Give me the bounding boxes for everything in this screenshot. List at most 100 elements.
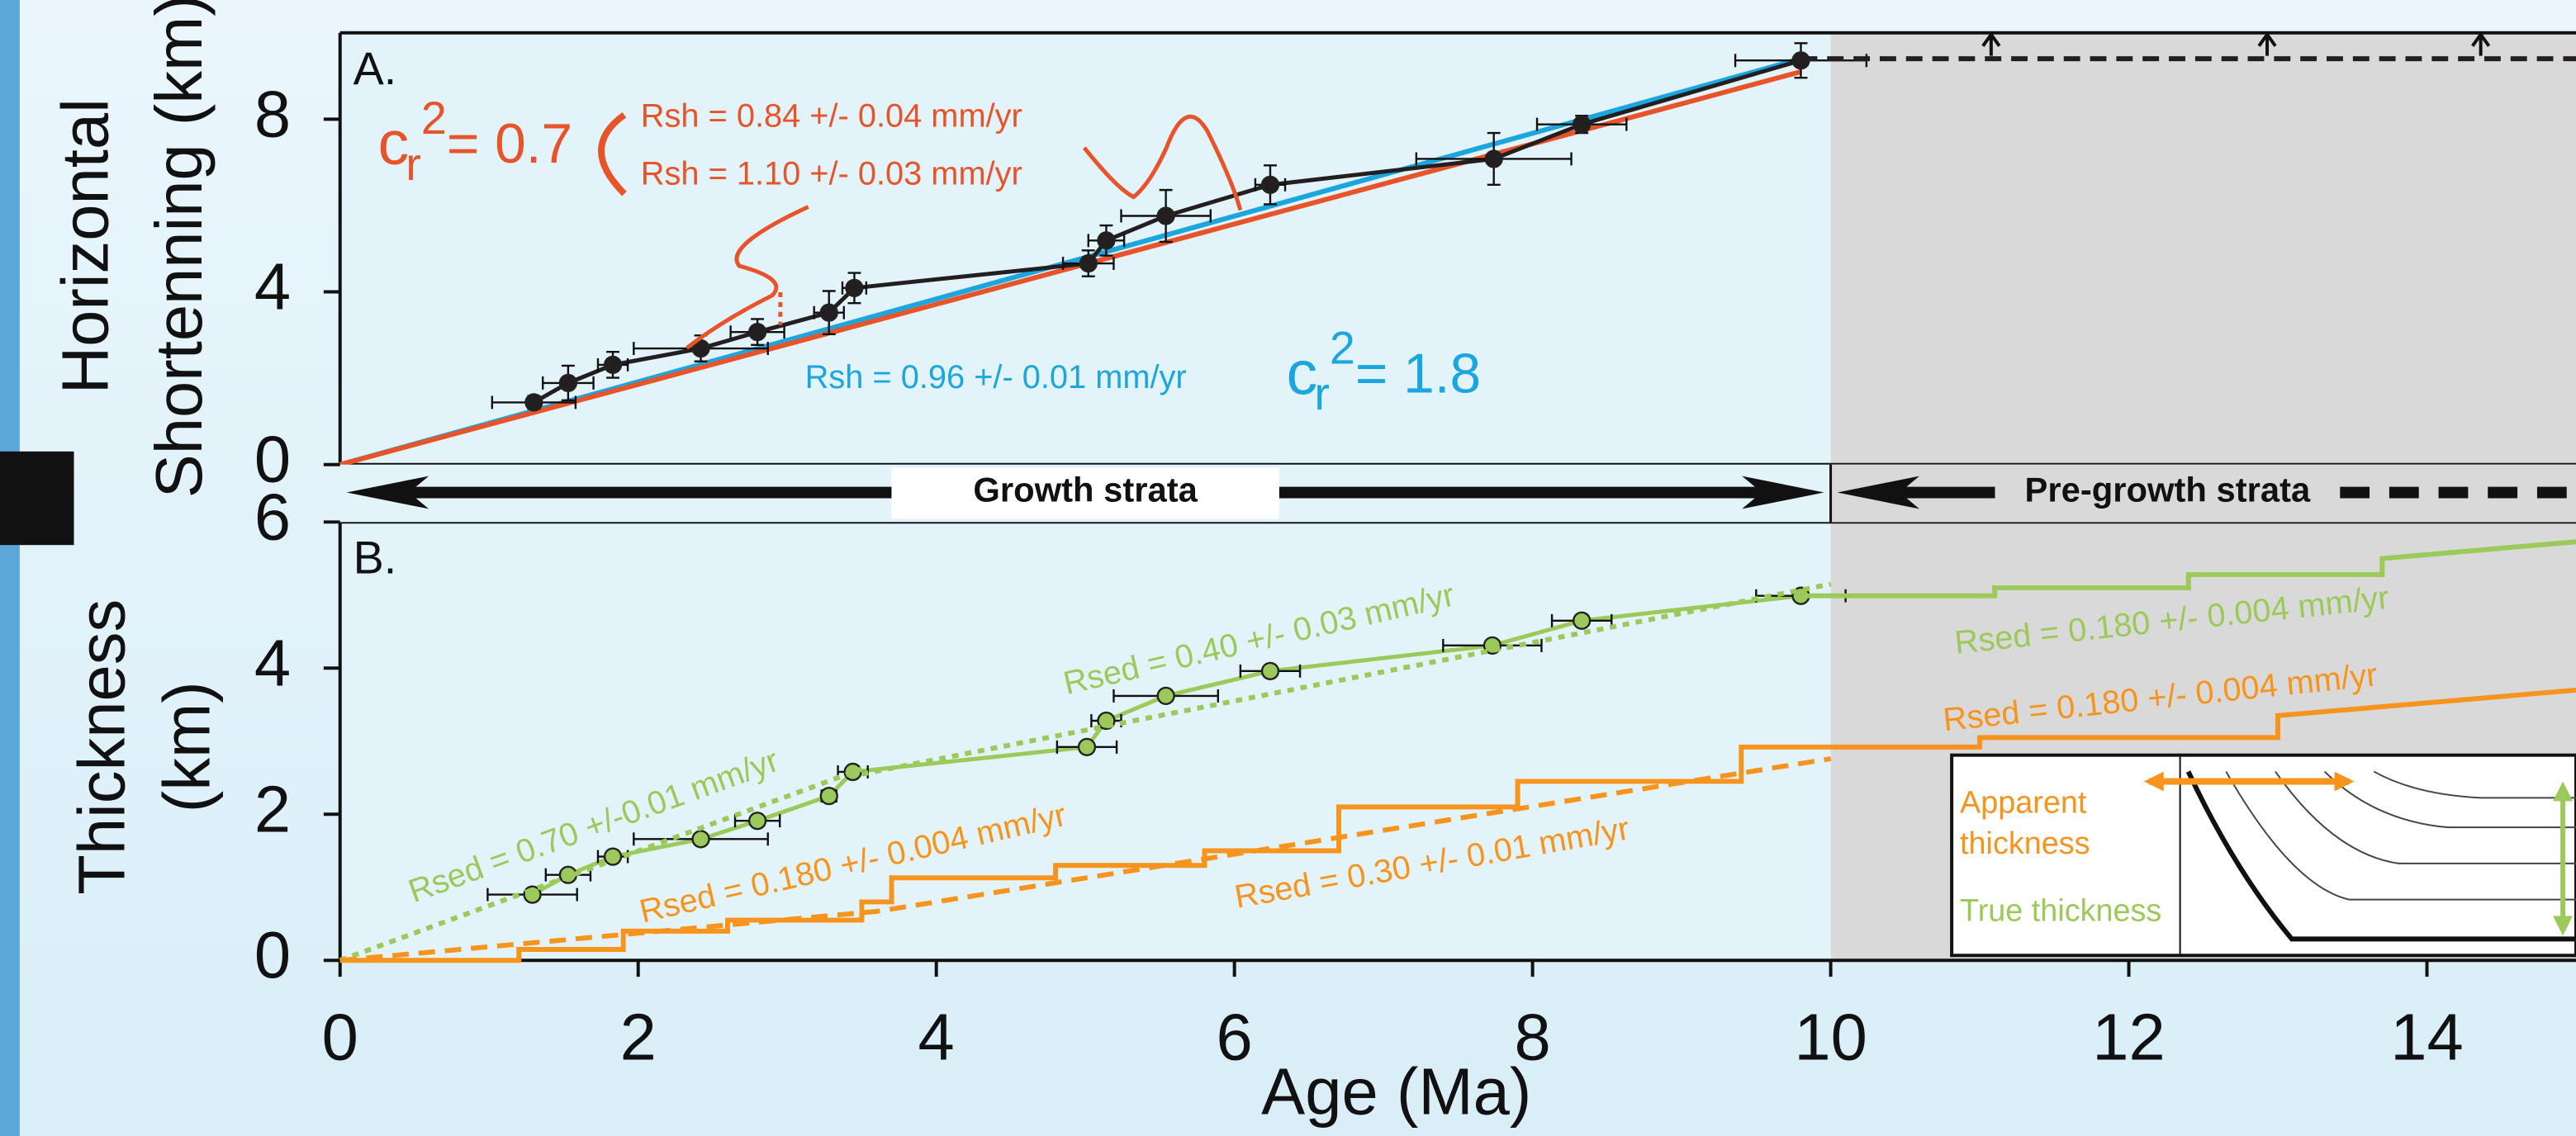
annotation: Rsh = 0.84 +/- 0.04 mm/yr: [641, 98, 1022, 135]
annotation: cr2= 1.8: [1287, 322, 1482, 419]
shaded-region: [1830, 32, 2576, 465]
chi-sup: 2: [1330, 322, 1355, 373]
x-tick-label: 10: [1794, 1001, 1867, 1074]
x-error-cap: [633, 342, 769, 356]
y-error-cap: [1487, 131, 1501, 187]
data-point: [1077, 737, 1097, 756]
annotation: cr2= 0.7: [378, 92, 573, 190]
data-point: [819, 787, 838, 806]
chi-sub: r: [1314, 368, 1330, 419]
side-block: [0, 451, 74, 546]
x-tick-label: 2: [620, 1001, 657, 1074]
y-error-cap: [822, 290, 836, 335]
annotation: Rsh = 0.96 +/- 0.01 mm/yr: [805, 359, 1187, 395]
data-point: [1260, 175, 1280, 194]
series-line: [339, 69, 1802, 467]
x-error-cap: [596, 357, 629, 372]
data-point: [603, 355, 623, 375]
inset-label: Apparent: [1960, 785, 2087, 820]
x-tick-label: 4: [918, 1001, 955, 1074]
y-tick-label: 4: [254, 250, 291, 324]
strata-arrowhead: [1837, 476, 1919, 509]
y-tick-label: 6: [254, 480, 291, 553]
data-point: [1260, 661, 1280, 680]
callout-curve: [1082, 114, 1243, 211]
x-tick-label: 6: [1217, 1001, 1253, 1074]
x-error-cap: [633, 832, 769, 846]
data-point: [1573, 115, 1592, 134]
series-line: [339, 766, 863, 963]
up-arrow: [1981, 31, 2001, 56]
x-tick-label: 0: [322, 1001, 358, 1074]
inset-fault: [2185, 770, 2576, 942]
y-error-cap: [1099, 224, 1113, 257]
x-error-cap: [491, 395, 577, 409]
x-error-cap: [486, 888, 578, 902]
x-error-cap: [1120, 209, 1212, 223]
strata-label-box: [891, 467, 1279, 519]
y-tick-label: 8: [254, 77, 291, 150]
data-point: [1484, 149, 1503, 168]
annotation: Rsh = 1.10 +/- 0.03 mm/yr: [641, 155, 1022, 192]
y-error-cap: [1264, 164, 1277, 206]
data-point: [747, 812, 767, 831]
data-point: [845, 278, 864, 297]
x-error-cap: [841, 281, 868, 295]
x-error-cap: [1087, 234, 1126, 248]
data-point: [558, 865, 578, 884]
y-tick-label: 0: [254, 918, 291, 992]
panel-label: B.: [353, 532, 397, 584]
data-point: [1156, 206, 1175, 225]
x-error-cap: [1442, 638, 1543, 652]
y-error-cap: [561, 364, 575, 402]
x-axis-label: Age (Ma): [1261, 1054, 1531, 1128]
x-error-cap: [733, 814, 781, 828]
data-point: [1156, 686, 1175, 706]
series-line: [1800, 539, 2576, 599]
inset-label: True thickness: [1960, 894, 2161, 929]
chi-symbol: c: [378, 109, 410, 178]
x-error-cap: [1112, 689, 1219, 703]
inset-box: [1950, 753, 2576, 958]
up-arrow: [2257, 31, 2277, 56]
x-error-cap: [813, 305, 845, 320]
inset-strata: [2225, 770, 2576, 901]
y-axis-label: (km): [150, 681, 224, 812]
y-error-cap: [1159, 188, 1173, 244]
chi-symbol: c: [1287, 338, 1318, 408]
chi-sup: 2: [421, 92, 447, 144]
y-error-cap: [751, 318, 765, 347]
data-point: [1573, 611, 1592, 630]
data-point: [524, 393, 543, 412]
chi-sub: r: [406, 139, 421, 190]
strata-label-box: [1995, 467, 2341, 519]
x-error-cap: [1535, 117, 1628, 131]
plot-layer: 0 4 8 Horizontal Shortenning (km) A. Rsh = 0.8…: [48, 0, 2576, 1128]
x-tick-label: 12: [2092, 1001, 2166, 1074]
data-point: [819, 303, 838, 322]
x-error-cap: [1239, 664, 1302, 678]
y-error-cap: [606, 351, 619, 379]
data-point: [747, 323, 767, 342]
inset-label: thickness: [1960, 826, 2090, 861]
data-point: [1097, 231, 1116, 250]
strata-label: Pre-growth strata: [2024, 471, 2311, 509]
annotation-text: = 0.7: [447, 113, 572, 175]
y-error-cap: [1794, 42, 1808, 79]
data-point: [691, 338, 710, 358]
side-strip: [0, 0, 20, 1136]
series-line: [339, 756, 1832, 963]
strata-label: Growth strata: [973, 471, 1198, 509]
bracket: [598, 111, 627, 196]
y-error-cap: [847, 272, 861, 305]
x-error-cap: [1415, 152, 1573, 166]
data-point: [691, 830, 710, 849]
inset: Apparent thickness True thickness: [1950, 753, 2576, 958]
x-error-cap: [1061, 257, 1115, 270]
y-tick-label: 2: [254, 772, 291, 845]
x-error-cap: [729, 325, 785, 339]
data-point: [558, 373, 578, 393]
x-tick-label: 14: [2390, 1001, 2464, 1074]
x-tick-label: 8: [1514, 1001, 1550, 1074]
